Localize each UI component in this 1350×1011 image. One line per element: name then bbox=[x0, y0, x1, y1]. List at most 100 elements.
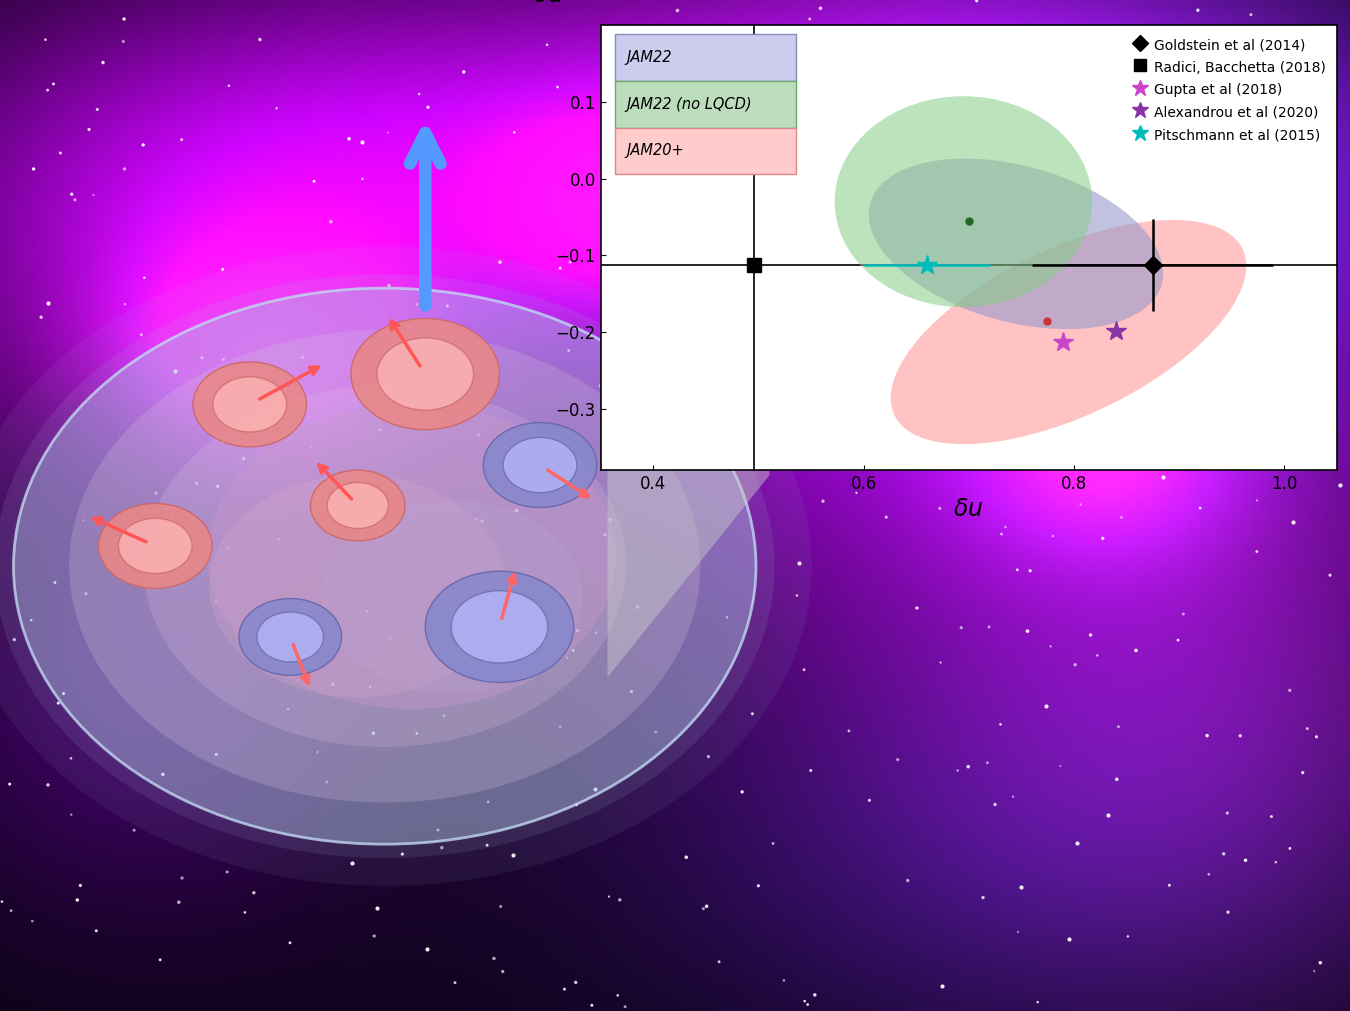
Point bbox=[477, 837, 498, 853]
Point bbox=[432, 611, 454, 627]
Circle shape bbox=[0, 247, 811, 886]
Point bbox=[599, 512, 621, 528]
Point bbox=[598, 889, 620, 905]
Point bbox=[774, 973, 795, 989]
Point bbox=[1042, 528, 1064, 544]
Point bbox=[1066, 835, 1088, 851]
Point bbox=[431, 839, 452, 855]
Point bbox=[321, 676, 343, 693]
Point bbox=[43, 76, 65, 92]
FancyBboxPatch shape bbox=[616, 127, 795, 174]
Point bbox=[741, 706, 763, 722]
FancyBboxPatch shape bbox=[616, 81, 795, 127]
Point bbox=[1278, 840, 1300, 856]
Point bbox=[1065, 77, 1087, 93]
Point bbox=[478, 794, 500, 810]
Point bbox=[1007, 562, 1029, 578]
Point bbox=[652, 473, 674, 489]
Point bbox=[35, 31, 57, 48]
Point bbox=[188, 521, 209, 537]
Point bbox=[277, 701, 298, 717]
Point bbox=[957, 758, 979, 774]
Point bbox=[887, 751, 909, 767]
Point bbox=[1049, 758, 1071, 774]
Point bbox=[20, 612, 42, 628]
Point bbox=[1197, 866, 1219, 883]
Point bbox=[500, 630, 521, 646]
Point bbox=[243, 885, 265, 901]
Point bbox=[427, 822, 448, 838]
Point bbox=[929, 500, 950, 517]
Point bbox=[131, 327, 153, 343]
Point bbox=[217, 539, 239, 555]
Point bbox=[1026, 219, 1048, 236]
Point bbox=[306, 744, 328, 760]
Point bbox=[1010, 880, 1031, 896]
Point bbox=[367, 901, 389, 917]
Point bbox=[165, 363, 186, 379]
Circle shape bbox=[451, 590, 548, 663]
Circle shape bbox=[377, 338, 474, 410]
Polygon shape bbox=[608, 445, 769, 677]
Point bbox=[984, 797, 1006, 813]
Point bbox=[45, 574, 66, 590]
Point bbox=[879, 98, 900, 114]
Point bbox=[930, 654, 952, 670]
Point bbox=[790, 27, 811, 43]
Point bbox=[867, 366, 888, 382]
Circle shape bbox=[239, 599, 342, 675]
Point bbox=[1002, 789, 1023, 805]
Point bbox=[1111, 510, 1133, 526]
Point bbox=[876, 339, 898, 355]
Point bbox=[413, 321, 435, 338]
Text: JAM22: JAM22 bbox=[626, 50, 672, 65]
Point bbox=[1134, 458, 1156, 474]
Point bbox=[1305, 729, 1327, 745]
Point bbox=[879, 339, 900, 355]
Point bbox=[489, 254, 510, 270]
Point bbox=[1019, 563, 1041, 579]
Text: JAM22 (no LQCD): JAM22 (no LQCD) bbox=[626, 97, 752, 112]
Circle shape bbox=[69, 330, 701, 803]
Point bbox=[1219, 195, 1241, 211]
Point bbox=[1153, 469, 1174, 485]
Point bbox=[63, 192, 85, 208]
Circle shape bbox=[209, 475, 506, 698]
Point bbox=[991, 526, 1012, 542]
Point bbox=[406, 725, 428, 741]
Point bbox=[609, 210, 630, 226]
Point bbox=[205, 746, 227, 762]
Point bbox=[36, 82, 58, 98]
Point bbox=[417, 941, 439, 957]
Point bbox=[212, 434, 234, 450]
Point bbox=[153, 766, 174, 783]
Point bbox=[979, 619, 1000, 635]
Point bbox=[171, 869, 193, 886]
Point bbox=[190, 548, 212, 564]
Point bbox=[219, 78, 240, 94]
Point bbox=[556, 650, 578, 666]
Point bbox=[1216, 805, 1238, 821]
Point bbox=[1017, 135, 1038, 152]
Point bbox=[115, 296, 136, 312]
Point bbox=[468, 427, 490, 443]
Point bbox=[695, 201, 717, 217]
Point bbox=[799, 11, 821, 27]
Point bbox=[0, 903, 22, 919]
Point bbox=[950, 620, 972, 636]
Point bbox=[491, 963, 513, 980]
Point bbox=[339, 130, 360, 147]
Point bbox=[1303, 963, 1324, 980]
Point bbox=[1246, 544, 1268, 560]
Point bbox=[554, 981, 575, 997]
Circle shape bbox=[504, 438, 576, 492]
Point bbox=[786, 587, 807, 604]
Point bbox=[356, 604, 378, 620]
Point bbox=[914, 66, 936, 82]
Circle shape bbox=[310, 470, 405, 541]
Point bbox=[1080, 627, 1102, 643]
Point bbox=[1218, 904, 1239, 920]
Point bbox=[1199, 23, 1220, 39]
Point bbox=[621, 683, 643, 700]
Point bbox=[1040, 638, 1061, 654]
